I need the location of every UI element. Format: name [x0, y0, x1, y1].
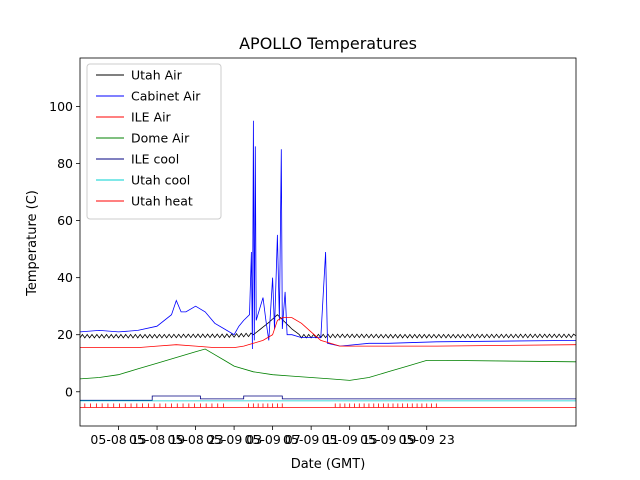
x-tick-label: 05-08 23 [167, 432, 223, 447]
series-line-ile-air [80, 317, 577, 348]
legend-label-utah-cool: Utah cool [131, 173, 190, 188]
series-line-ile-cool [80, 395, 576, 401]
legend-label-dome-air: Dome Air [131, 131, 190, 146]
x-tick-label: 05-09 15 [322, 432, 378, 447]
y-tick-label: 60 [57, 213, 73, 228]
y-tick-label: 20 [57, 327, 73, 342]
plot-frame [79, 57, 577, 427]
legend-label-utah-air: Utah Air [131, 68, 183, 83]
series-line-dome-air [79, 348, 577, 381]
x-tick-label: 05-09 23 [399, 432, 455, 447]
y-axis-label: Temperature (C) [25, 190, 40, 297]
y-tick-label: 80 [57, 156, 73, 171]
series-layer [79, 120, 577, 408]
y-tick-label: 0 [65, 384, 73, 399]
x-tick-label: 05-09 07 [245, 432, 301, 447]
chart-title: APOLLO Temperatures [239, 34, 417, 53]
legend: Utah Air Cabinet Air ILE Air Dome Air ILE co… [86, 63, 222, 220]
x-tick-label: 05-09 19 [360, 432, 416, 447]
legend-label-utah-heat: Utah heat [131, 194, 193, 209]
x-tick-label: 05-08 15 [90, 432, 146, 447]
x-tick-label: 05-09 03 [206, 432, 262, 447]
x-tick-label: 05-08 19 [129, 432, 185, 447]
series-line-utah-air [79, 314, 577, 339]
x-axis-label: Date (GMT) [291, 457, 366, 472]
y-tick-label: 100 [49, 99, 73, 114]
y-tick-label: 40 [57, 270, 73, 285]
x-tick-label: 05-09 11 [283, 432, 339, 447]
legend-label-ile-cool: ILE cool [131, 152, 179, 167]
legend-label-cabinet-air: Cabinet Air [131, 89, 201, 104]
legend-label-ile-air: ILE Air [131, 110, 172, 125]
